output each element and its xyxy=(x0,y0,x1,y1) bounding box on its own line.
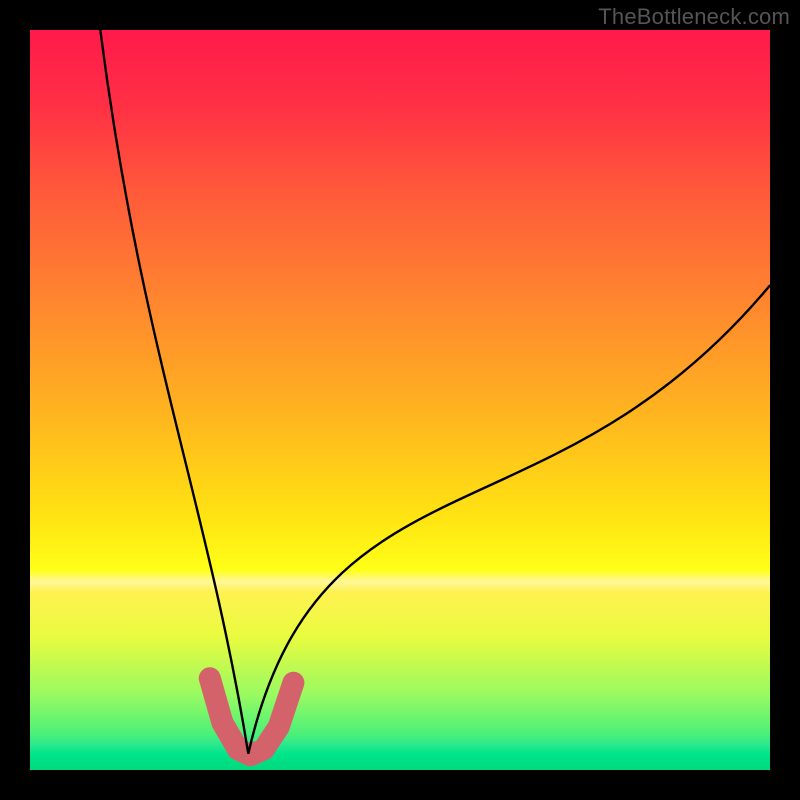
chart-frame: TheBottleneck.com xyxy=(0,0,800,800)
bottleneck-chart xyxy=(0,0,800,800)
watermark-text: TheBottleneck.com xyxy=(598,4,790,30)
gradient-panel xyxy=(30,30,770,770)
